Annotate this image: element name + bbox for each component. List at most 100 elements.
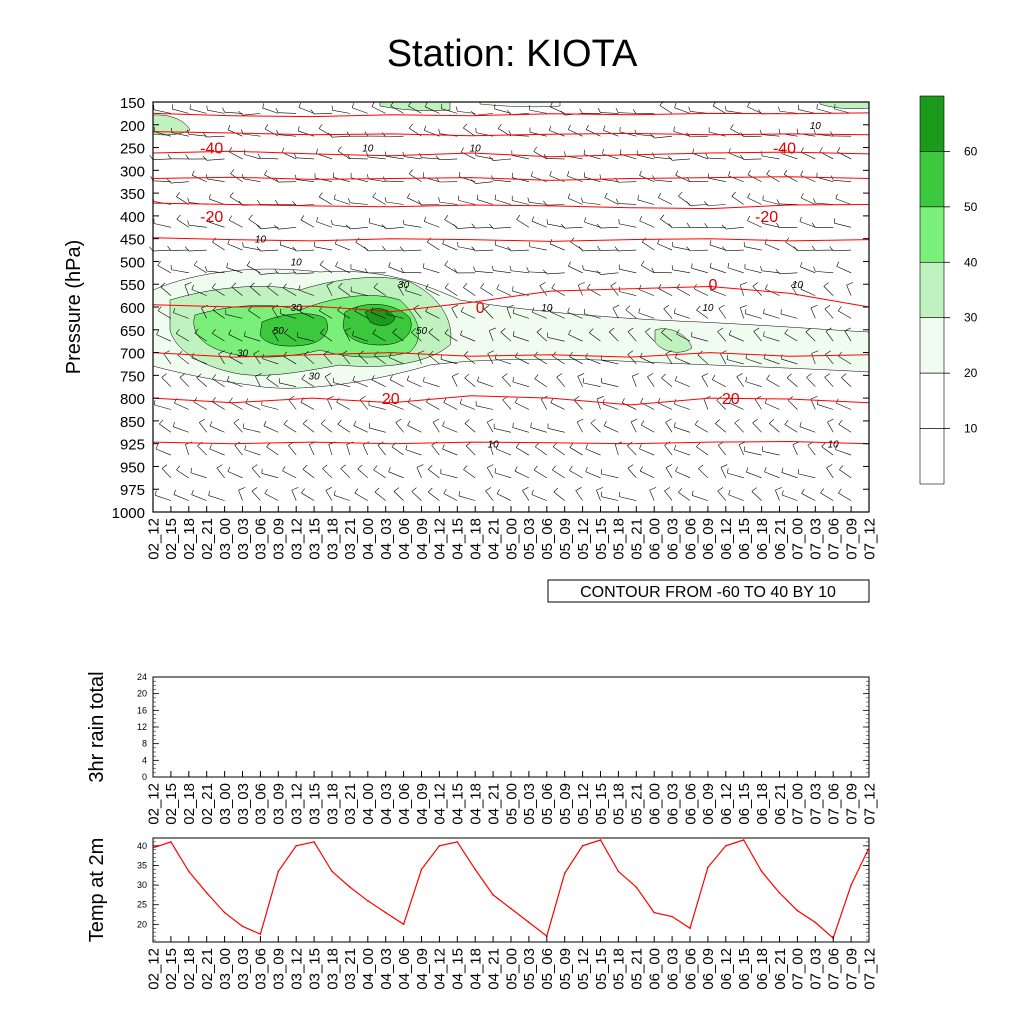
wind-barb-feather	[728, 489, 731, 495]
wind-barb	[209, 425, 225, 433]
wind-barb-feather	[769, 419, 774, 424]
wind-barb-feather	[173, 489, 176, 495]
wind-barb-feather	[534, 374, 539, 379]
wind-barb	[678, 492, 691, 501]
wind-barb-feather	[384, 197, 387, 203]
wind-barb-feather	[166, 178, 172, 184]
wind-barb	[173, 426, 189, 433]
wind-barb	[664, 490, 673, 501]
wind-barb	[288, 445, 297, 456]
wind-barb	[805, 331, 816, 342]
time-tick-label: 05_00	[503, 948, 520, 990]
wind-barb	[534, 355, 547, 365]
temp2m-point	[277, 870, 280, 873]
wind-barb-feather	[556, 373, 563, 378]
wind-barb	[583, 382, 601, 388]
wind-barb-feather	[568, 329, 572, 335]
wind-barb-feather	[264, 488, 268, 494]
wind-barb-feather	[229, 397, 233, 403]
wind-barb	[423, 381, 440, 388]
wind-barb-feather	[246, 260, 251, 266]
wind-barb	[352, 380, 368, 388]
wind-barb-feather	[786, 373, 792, 379]
time-tick-label: 03_15	[306, 948, 323, 990]
wind-barb-feather	[272, 327, 279, 332]
wind-barb	[781, 472, 798, 479]
time-tick-label: 04_09	[414, 948, 431, 990]
wind-barb-feather	[657, 192, 662, 198]
wind-barb-feather	[331, 105, 333, 111]
wind-barb-feather	[372, 329, 377, 334]
wind-barb	[838, 310, 852, 319]
wind-barb-feather	[389, 375, 393, 380]
wind-barb	[496, 493, 512, 501]
wind-barb	[535, 446, 547, 456]
wind-barb	[689, 249, 708, 252]
wind-barb-feather	[494, 353, 497, 359]
wind-barb-feather	[381, 224, 386, 230]
wind-barb	[514, 470, 530, 479]
wind-barb-feather	[244, 444, 247, 450]
wind-barb	[810, 307, 816, 319]
wind-barb-feather	[427, 237, 432, 243]
time-tick-label: 04_18	[467, 783, 484, 825]
wind-barb-feather	[149, 154, 154, 160]
wind-barb	[799, 221, 816, 228]
wind-barb-feather	[678, 191, 683, 197]
wind-barb-feather	[411, 487, 417, 492]
wind-barb-feather	[320, 419, 326, 424]
wind-barb	[372, 333, 386, 342]
temp2m-point	[635, 886, 638, 888]
wind-barb	[451, 376, 458, 387]
wind-barb	[810, 398, 816, 410]
time-tick-label: 04_21	[485, 948, 502, 990]
pressure-tick-label: 350	[120, 186, 145, 203]
wind-barb	[389, 379, 404, 387]
time-tick-label: 06_12	[718, 948, 735, 990]
wind-barb	[512, 427, 529, 433]
wind-barb-feather	[650, 133, 655, 139]
wind-barb	[296, 272, 315, 275]
wind-barb	[242, 133, 261, 137]
wind-barb-feather	[567, 193, 571, 199]
wind-barb	[333, 177, 350, 183]
wind-barb-feather	[279, 240, 282, 246]
wind-barb	[708, 177, 726, 183]
wind-barb-feather	[428, 487, 433, 493]
time-tick-label: 03_09	[271, 518, 288, 560]
wind-barb	[493, 179, 512, 183]
wind-barb-feather	[567, 124, 571, 130]
wind-barb	[176, 218, 189, 228]
wind-barb-feather	[615, 198, 619, 204]
time-tick-label: 04_03	[378, 948, 395, 990]
wind-barb-feather	[402, 219, 405, 225]
wind-barb-feather	[438, 197, 441, 203]
wind-barb-feather	[583, 308, 586, 314]
time-tick-label: 04_06	[396, 783, 413, 825]
wind-barb	[298, 130, 315, 137]
time-tick-label: 06_18	[754, 518, 771, 560]
wind-barb	[303, 354, 315, 365]
wind-barb-feather	[190, 467, 193, 473]
wind-barb	[631, 376, 637, 387]
wind-barb	[176, 469, 189, 479]
wind-barb	[157, 310, 172, 319]
wind-barb	[463, 287, 476, 296]
wind-barb	[784, 424, 798, 433]
colorbar-box	[919, 151, 945, 208]
wind-barb	[675, 357, 691, 365]
pressure-tick-label: 800	[120, 391, 145, 408]
wind-barb-feather	[651, 267, 655, 273]
wind-barb-feather	[388, 262, 391, 267]
wind-barb	[586, 129, 601, 137]
wind-barb-feather	[686, 246, 691, 252]
wind-barb-feather	[366, 152, 369, 158]
wind-barb-feather	[428, 328, 434, 333]
wind-barb	[407, 402, 422, 410]
wind-barb-feather	[274, 269, 279, 274]
wind-barb-feather	[552, 465, 556, 471]
wind-barb	[457, 226, 476, 229]
wind-barb	[600, 112, 619, 114]
wind-barb	[496, 448, 512, 456]
wind-barb-feather	[692, 148, 695, 154]
